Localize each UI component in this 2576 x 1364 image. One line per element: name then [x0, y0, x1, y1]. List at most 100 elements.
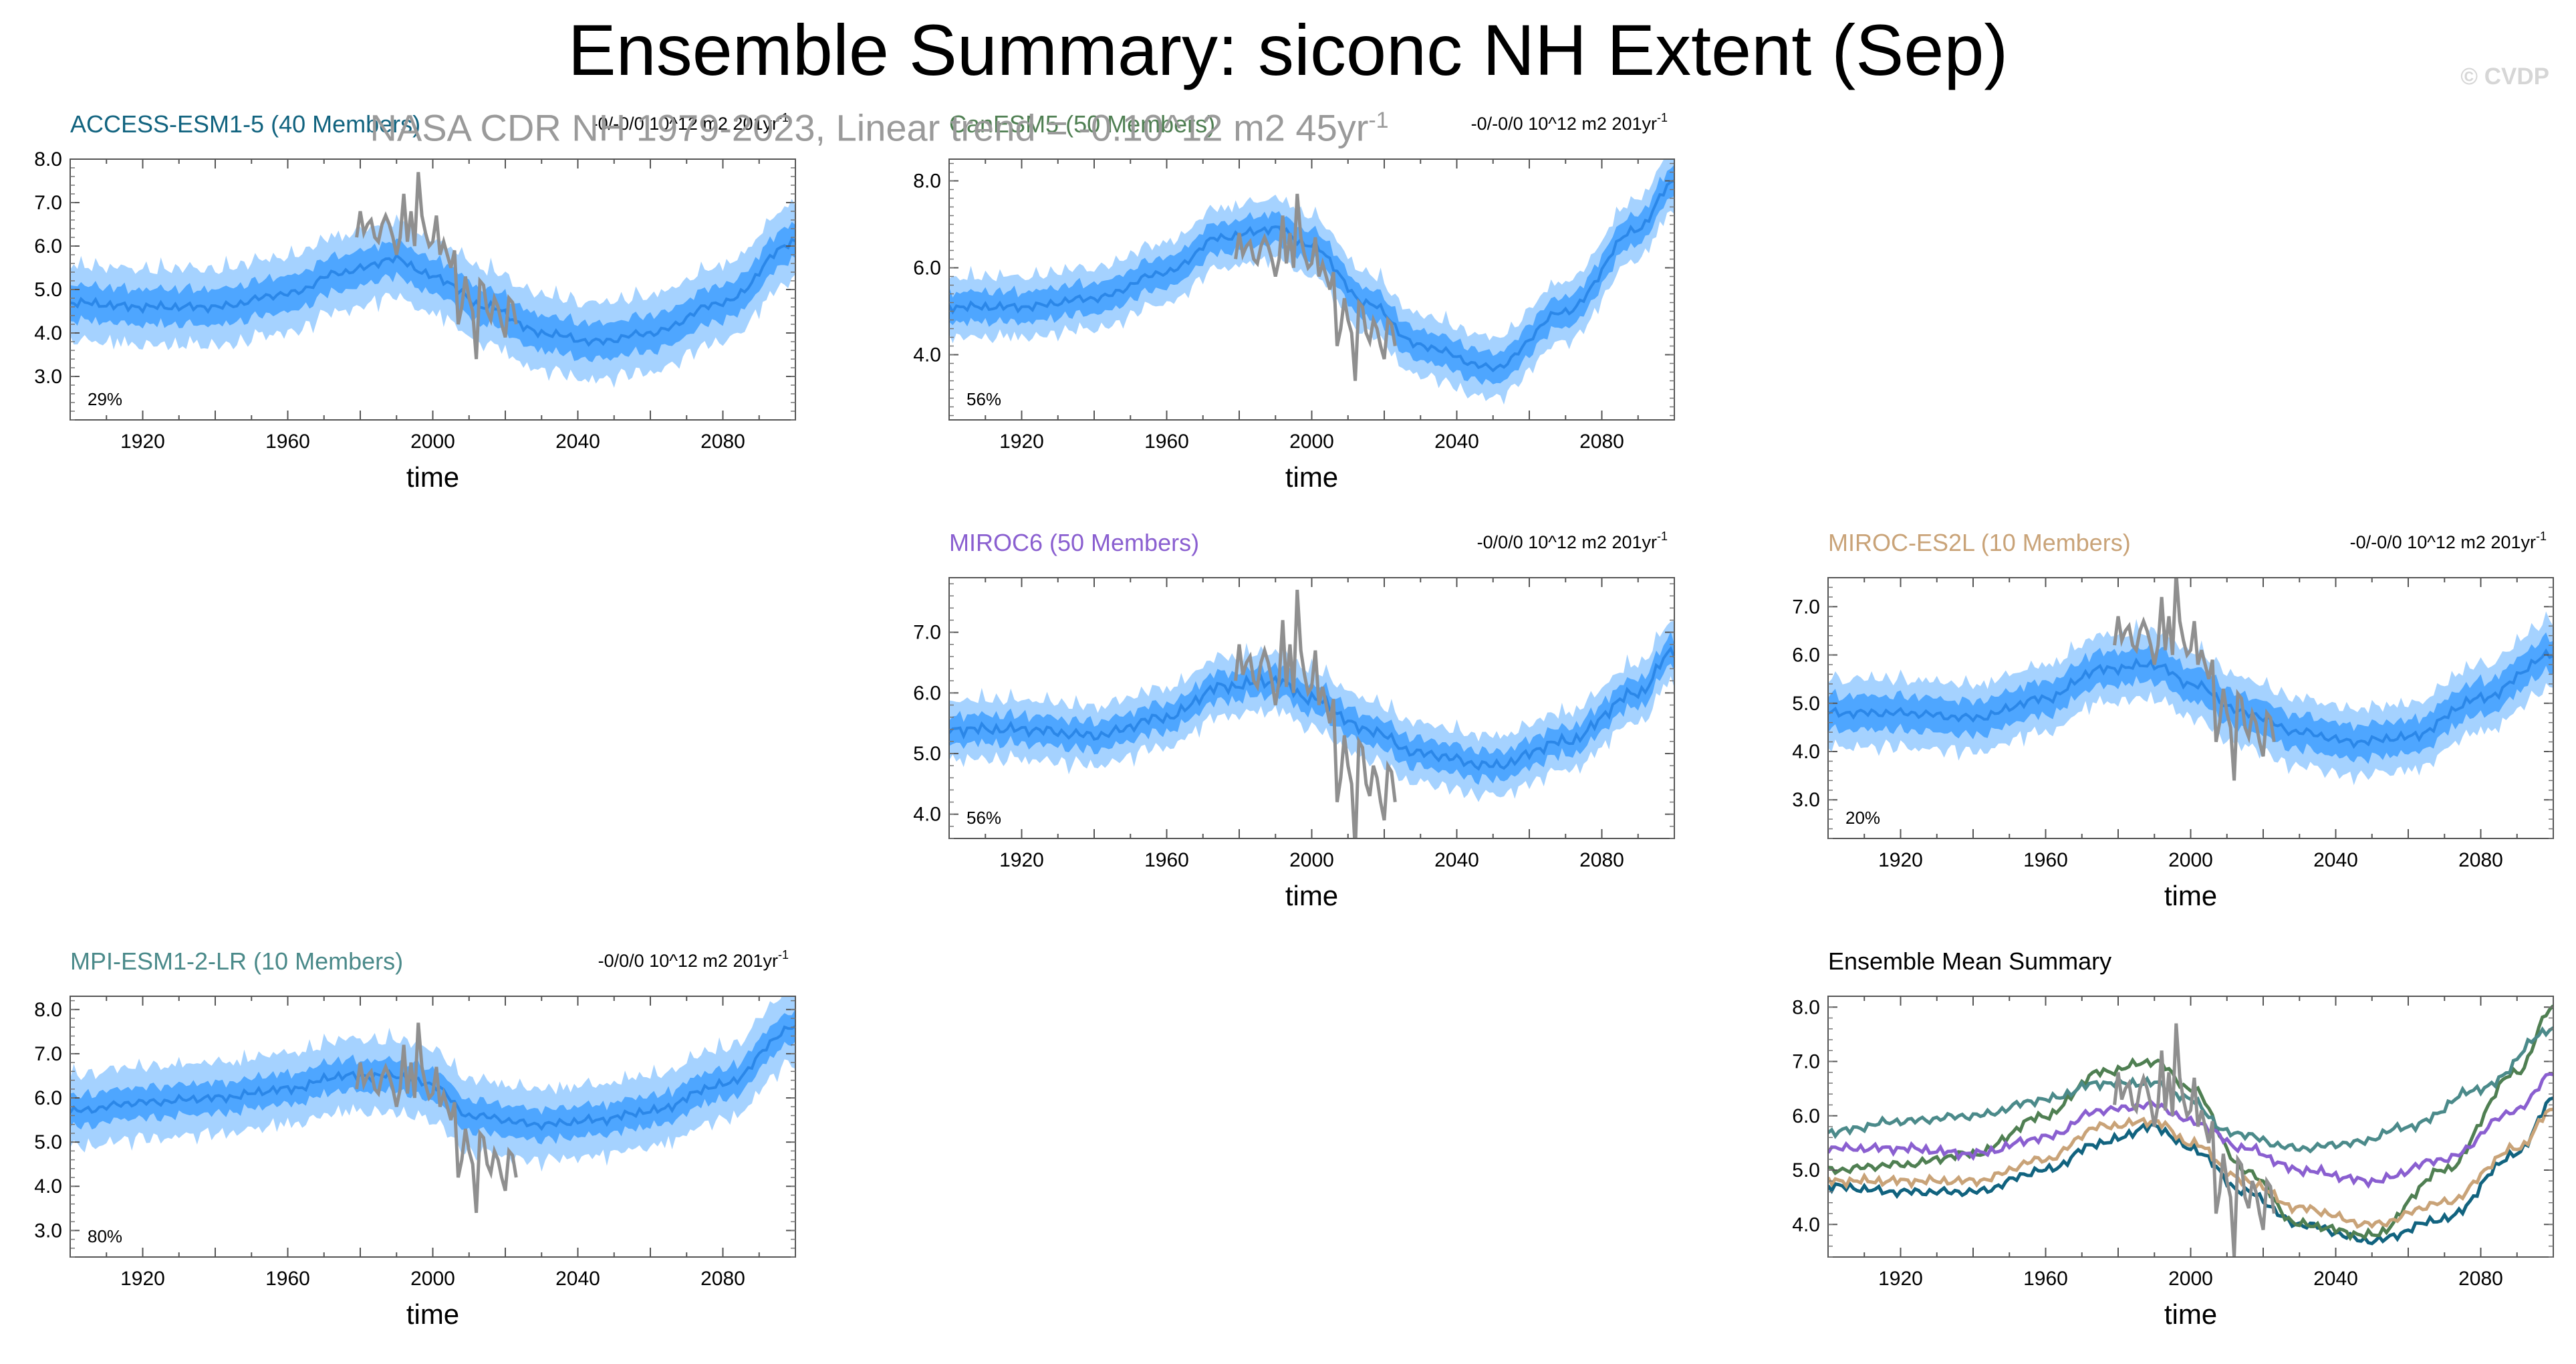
x-tick-label: 1920: [999, 849, 1044, 871]
x-tick-label: 1920: [999, 431, 1044, 453]
y-tick-label: 7.0: [34, 1043, 62, 1065]
series-line-canesm5: [1828, 1004, 2553, 1242]
y-tick-label: 5.0: [34, 1131, 62, 1153]
trend-superscript: -1: [2536, 530, 2547, 543]
x-axis-label: time: [1285, 461, 1338, 493]
x-tick-label: 1960: [265, 431, 310, 453]
x-tick-label: 1920: [120, 431, 165, 453]
x-tick-label: 2000: [1289, 849, 1334, 871]
y-tick-label: 7.0: [1792, 1051, 1820, 1073]
percent-label: 56%: [967, 389, 1001, 409]
x-tick-label: 2000: [410, 431, 455, 453]
percent-label: 56%: [967, 808, 1001, 828]
series-line-miroc6: [1828, 1072, 2553, 1189]
trend-text: -0/-0/0 10^12 m2 201yr: [592, 114, 778, 134]
x-tick-label: 1960: [1144, 849, 1189, 871]
x-tick-label: 1960: [1144, 431, 1189, 453]
trend-superscript: -1: [778, 111, 789, 124]
panel-title: Ensemble Mean Summary: [1828, 947, 2111, 975]
y-tick-label: 4.0: [1792, 741, 1820, 763]
trend-text: -0/-0/0 10^12 m2 201yr: [1471, 114, 1657, 134]
x-tick-label: 2000: [2168, 849, 2213, 871]
inner-spread-band: [70, 1008, 795, 1145]
y-tick-label: 7.0: [913, 622, 941, 644]
trend-superscript: -1: [1657, 111, 1668, 124]
chart-panel-3: MIROC6 (50 Members) -0/0/0 10^12 m2 201yr…: [913, 529, 1675, 911]
y-tick-label: 4.0: [34, 1175, 62, 1198]
trend-text: -0/0/0 10^12 m2 201yr: [1477, 532, 1657, 552]
x-tick-label: 2040: [555, 1268, 600, 1290]
plot-area: [949, 589, 1674, 838]
observed-line: [1234, 193, 1397, 381]
plot-area: [949, 159, 1674, 405]
x-tick-label: 1960: [2023, 849, 2068, 871]
plot-area: [70, 172, 795, 388]
ensemble-mean-line: [70, 237, 795, 347]
observed-line: [355, 1022, 518, 1214]
percent-label: 20%: [1845, 808, 1880, 828]
y-tick-label: 8.0: [34, 999, 62, 1021]
panel-title: MIROC-ES2L (10 Members): [1828, 529, 2131, 556]
y-tick-label: 5.0: [34, 279, 62, 301]
plot-area: [1828, 1004, 2553, 1257]
panel-title: CanESM5 (50 Members): [949, 110, 1215, 138]
x-tick-label: 2040: [555, 431, 600, 453]
plot-area: [70, 996, 795, 1214]
percent-label: 29%: [88, 389, 122, 409]
y-tick-label: 4.0: [1792, 1214, 1820, 1236]
y-tick-label: 5.0: [1792, 1159, 1820, 1181]
trend-annotation: -0/0/0 10^12 m2 201yr-1: [598, 948, 789, 971]
y-tick-label: 4.0: [34, 322, 62, 344]
trend-annotation: -0/-0/0 10^12 m2 201yr-1: [592, 111, 789, 134]
x-tick-label: 2080: [700, 431, 745, 453]
x-tick-label: 1960: [2023, 1268, 2068, 1290]
y-tick-label: 6.0: [1792, 1105, 1820, 1127]
y-tick-label: 8.0: [34, 148, 62, 170]
x-tick-label: 2040: [1434, 849, 1479, 871]
y-tick-label: 6.0: [913, 257, 941, 279]
y-tick-label: 8.0: [913, 170, 941, 193]
inner-spread-band: [1828, 632, 2553, 764]
y-tick-label: 5.0: [913, 743, 941, 765]
trend-text: -0/0/0 10^12 m2 201yr: [598, 951, 778, 971]
panel-title: ACCESS-ESM1-5 (40 Members): [70, 110, 420, 138]
x-tick-label: 2000: [2168, 1268, 2213, 1290]
x-tick-label: 2080: [2458, 849, 2503, 871]
observed-line: [1234, 589, 1397, 838]
panel-title: MPI-ESM1-2-LR (10 Members): [70, 947, 403, 975]
trend-annotation: -0/-0/0 10^12 m2 201yr-1: [2350, 530, 2547, 552]
x-axis-label: time: [2164, 1298, 2217, 1330]
observations-subtitle: NASA CDR NH 1979-2023, Linear trend = -0…: [0, 97, 1759, 152]
trend-superscript: -1: [1657, 530, 1668, 543]
observed-line: [355, 172, 518, 360]
chart-panel-2: CanESM5 (50 Members) -0/-0/0 10^12 m2 201…: [913, 110, 1675, 493]
ensemble-mean-line: [1828, 648, 2553, 750]
series-line-access-esm1-5: [1828, 1096, 2553, 1246]
outer-spread-band: [949, 620, 1674, 802]
percent-label: 80%: [88, 1226, 122, 1246]
x-axis-label: time: [406, 1298, 459, 1330]
chart-panel-1: ACCESS-ESM1-5 (40 Members) -0/-0/0 10^12 …: [34, 110, 796, 493]
x-tick-label: 2080: [1579, 431, 1624, 453]
y-tick-label: 7.0: [1792, 596, 1820, 618]
x-tick-label: 2000: [410, 1268, 455, 1290]
trend-annotation: -0/0/0 10^12 m2 201yr-1: [1477, 530, 1668, 552]
y-tick-label: 6.0: [913, 682, 941, 704]
x-tick-label: 1920: [1878, 849, 1923, 871]
y-tick-label: 4.0: [913, 344, 941, 366]
y-tick-label: 3.0: [34, 366, 62, 388]
x-tick-label: 1920: [120, 1268, 165, 1290]
outer-spread-band: [949, 159, 1674, 405]
series-line-miroc-es2l: [1828, 1107, 2553, 1229]
inner-spread-band: [70, 221, 795, 362]
y-tick-label: 4.0: [913, 804, 941, 826]
x-tick-label: 2080: [700, 1268, 745, 1290]
x-tick-label: 2080: [2458, 1268, 2503, 1290]
x-axis-label: time: [1285, 880, 1338, 911]
y-tick-label: 8.0: [1792, 996, 1820, 1018]
x-tick-label: 1960: [265, 1268, 310, 1290]
subtitle-text: NASA CDR NH 1979-2023, Linear trend = -0…: [370, 106, 1369, 149]
y-tick-label: 3.0: [34, 1220, 62, 1242]
y-tick-label: 6.0: [1792, 645, 1820, 667]
